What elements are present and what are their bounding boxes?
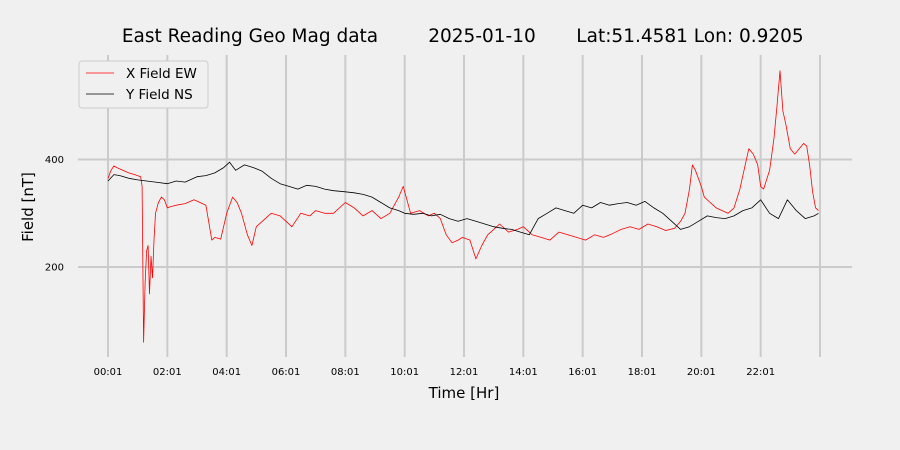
x-tick-label-2201: 22:01 xyxy=(746,367,775,378)
x-tick-label-0201: 02:01 xyxy=(153,367,182,378)
y-tick-labels: 200 400 xyxy=(45,155,64,274)
x-tick-labels: 00:01 02:01 04:01 06:01 08:01 10:01 12:01 14:01… xyxy=(94,367,776,378)
chart-title-date: 2025-01-10 xyxy=(428,26,536,47)
chart-title-location: Lat:51.4581 Lon: 0.9205 xyxy=(576,26,803,47)
legend-label-y-field: Y Field NS xyxy=(125,87,193,103)
y-tick-label-400: 400 xyxy=(45,155,64,166)
series-line-y-field-ns xyxy=(107,161,819,236)
x-axis-label: Time [Hr] xyxy=(428,384,500,402)
series-line-x-field-ew xyxy=(107,70,819,343)
legend: X Field EW Y Field NS xyxy=(78,60,209,109)
x-tick-label-0801: 08:01 xyxy=(331,367,360,378)
x-tick-label-1601: 16:01 xyxy=(568,367,597,378)
x-tick-label-0001: 00:01 xyxy=(94,367,123,378)
y-axis-label: Field [nT] xyxy=(19,172,37,242)
series-layer xyxy=(107,70,819,343)
legend-label-x-field: X Field EW xyxy=(126,66,197,82)
x-tick-label-0401: 04:01 xyxy=(212,367,241,378)
x-tick-label-0601: 06:01 xyxy=(272,367,301,378)
chart-title-name: East Reading Geo Mag data xyxy=(122,26,378,47)
y-tick-label-200: 200 xyxy=(45,263,64,274)
grid-lines xyxy=(78,55,852,357)
x-tick-label-2001: 20:01 xyxy=(687,367,716,378)
x-tick-label-1001: 10:01 xyxy=(390,367,419,378)
x-tick-label-1801: 18:01 xyxy=(628,367,657,378)
x-tick-label-1201: 12:01 xyxy=(450,367,479,378)
x-tick-label-1401: 14:01 xyxy=(509,367,538,378)
